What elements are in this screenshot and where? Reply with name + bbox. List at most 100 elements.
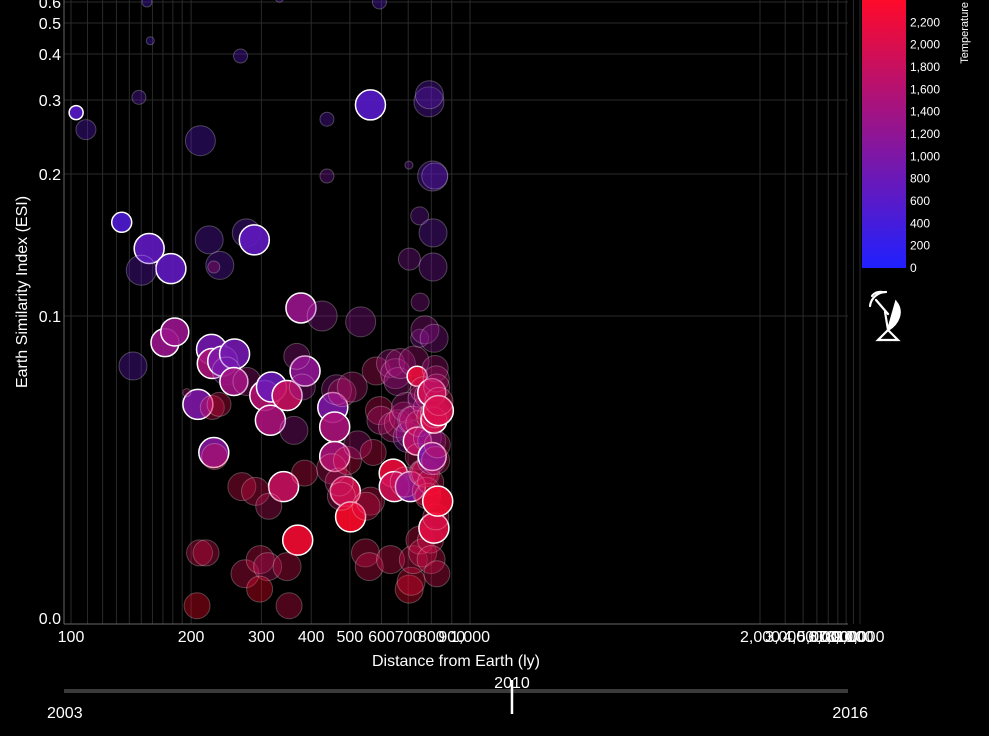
planet-bubble[interactable]	[275, 0, 284, 3]
planet-bubble[interactable]	[418, 218, 448, 248]
planet-bubble[interactable]	[410, 206, 430, 226]
planet-bubble[interactable]	[182, 388, 214, 421]
planet-bubble[interactable]	[255, 492, 283, 520]
planet-bubble[interactable]	[423, 431, 451, 459]
planet-bubble[interactable]	[319, 111, 335, 127]
planet-bubble[interactable]	[423, 560, 451, 588]
planet-bubble[interactable]	[355, 486, 385, 516]
planet-bubble[interactable]	[125, 254, 157, 286]
planet-bubble[interactable]	[421, 445, 451, 475]
planet-bubble[interactable]	[390, 391, 422, 423]
planet-bubble[interactable]	[184, 125, 216, 157]
timeline[interactable]: 2010 2003 2016	[47, 675, 868, 722]
planet-bubble[interactable]	[377, 411, 409, 443]
planet-bubble[interactable]	[198, 436, 230, 469]
planet-bubble[interactable]	[131, 89, 147, 105]
planet-bubble[interactable]	[267, 470, 300, 503]
planet-bubble[interactable]	[410, 328, 430, 348]
planet-bubble[interactable]	[354, 89, 387, 121]
planet-bubble[interactable]	[246, 575, 274, 603]
planet-bubble[interactable]	[404, 160, 414, 170]
planet-bubble[interactable]	[354, 552, 384, 582]
planet-bubble[interactable]	[389, 466, 421, 498]
planet-bubble[interactable]	[327, 378, 357, 408]
planet-bubble[interactable]	[417, 441, 447, 472]
planet-bubble[interactable]	[75, 119, 97, 141]
planet-bubble[interactable]	[321, 374, 353, 406]
planet-bubble[interactable]	[410, 315, 440, 345]
planet-bubble[interactable]	[271, 379, 303, 412]
planet-bubble[interactable]	[419, 323, 449, 353]
planet-bubble[interactable]	[421, 485, 454, 517]
planet-bubble[interactable]	[416, 545, 446, 575]
planet-bubble[interactable]	[254, 404, 287, 436]
planet-bubble[interactable]	[141, 0, 153, 8]
planet-bubble[interactable]	[275, 592, 303, 620]
planet-bubble[interactable]	[306, 300, 338, 332]
planet-bubble[interactable]	[383, 409, 413, 439]
planet-bubble[interactable]	[160, 317, 190, 347]
planet-bubble[interactable]	[205, 250, 235, 280]
planet-bubble[interactable]	[227, 472, 257, 502]
planet-bubble[interactable]	[281, 524, 314, 556]
planet-bubble[interactable]	[110, 211, 133, 234]
planet-bubble[interactable]	[414, 80, 444, 110]
planet-bubble[interactable]	[291, 459, 319, 487]
planet-bubble[interactable]	[319, 168, 335, 184]
planet-bubble[interactable]	[359, 439, 387, 467]
satellite-dish-icon[interactable]	[868, 290, 901, 342]
planet-bubble[interactable]	[421, 355, 449, 383]
planet-bubble[interactable]	[186, 539, 214, 567]
planet-bubble[interactable]	[397, 247, 421, 271]
planet-bubble[interactable]	[398, 545, 428, 575]
planet-bubble[interactable]	[240, 476, 270, 506]
planet-bubble[interactable]	[375, 349, 405, 379]
planet-bubble[interactable]	[245, 545, 275, 575]
planet-bubble[interactable]	[318, 411, 351, 443]
planet-bubble[interactable]	[332, 445, 362, 475]
planet-bubble[interactable]	[424, 386, 454, 416]
planet-bubble[interactable]	[418, 252, 448, 282]
planet-bubble[interactable]	[366, 405, 396, 435]
planet-bubble[interactable]	[361, 356, 391, 386]
planet-bubble[interactable]	[289, 355, 321, 387]
planet-bubble[interactable]	[406, 365, 428, 387]
planet-bubble[interactable]	[343, 430, 373, 460]
planet-bubble[interactable]	[238, 224, 271, 256]
planet-bubble[interactable]	[233, 48, 249, 64]
planet-bubble[interactable]	[371, 0, 387, 10]
planet-bubble[interactable]	[364, 396, 394, 426]
planet-bubble[interactable]	[207, 260, 221, 274]
planet-bubble[interactable]	[155, 252, 187, 285]
planet-bubble[interactable]	[394, 470, 427, 503]
planet-bubble[interactable]	[145, 36, 155, 46]
planet-bubble[interactable]	[351, 491, 381, 521]
planet-bubble[interactable]	[283, 342, 311, 370]
planet-bubble[interactable]	[318, 440, 351, 473]
planet-bubble[interactable]	[421, 162, 449, 190]
planet-bubble[interactable]	[201, 442, 229, 470]
planet-bubble[interactable]	[133, 232, 165, 265]
planet-bubble[interactable]	[316, 453, 348, 485]
planet-bubble[interactable]	[285, 292, 317, 324]
planet-bubble[interactable]	[324, 467, 354, 497]
planet-bubble[interactable]	[334, 501, 367, 533]
planet-bubble[interactable]	[394, 574, 424, 604]
planet-bubble[interactable]	[192, 539, 220, 567]
planet-bubble[interactable]	[230, 559, 260, 589]
planet-bubble[interactable]	[422, 365, 450, 393]
planet-bubble[interactable]	[279, 415, 309, 445]
planet-bubble[interactable]	[272, 552, 302, 582]
planet-bubble[interactable]	[199, 394, 225, 420]
planet-bubble[interactable]	[388, 401, 420, 433]
planet-bubble[interactable]	[118, 351, 148, 381]
planet-bubble[interactable]	[336, 371, 368, 403]
planet-bubble[interactable]	[417, 160, 449, 192]
planet-bubble[interactable]	[422, 394, 455, 427]
planet-bubble[interactable]	[326, 481, 356, 511]
planet-bubble[interactable]	[182, 388, 192, 398]
planet-bubble[interactable]	[345, 306, 377, 338]
planet-bubble[interactable]	[350, 538, 380, 568]
planet-bubble[interactable]	[68, 104, 84, 121]
planet-bubble[interactable]	[206, 391, 232, 417]
